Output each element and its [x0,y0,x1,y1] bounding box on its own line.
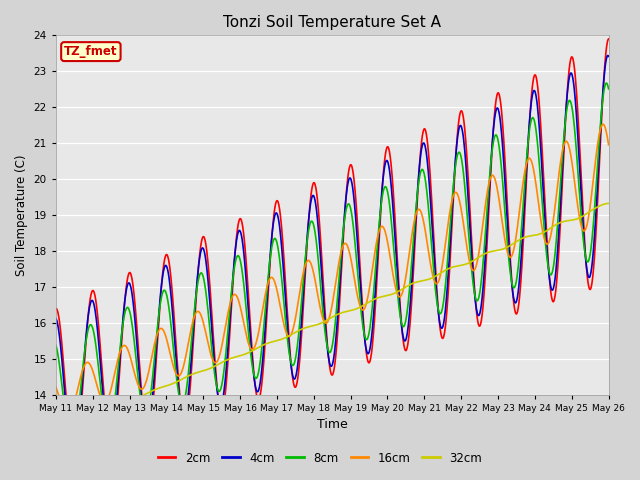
Y-axis label: Soil Temperature (C): Soil Temperature (C) [15,155,28,276]
Title: Tonzi Soil Temperature Set A: Tonzi Soil Temperature Set A [223,15,441,30]
Legend: 2cm, 4cm, 8cm, 16cm, 32cm: 2cm, 4cm, 8cm, 16cm, 32cm [153,447,487,469]
Text: TZ_fmet: TZ_fmet [64,45,118,58]
X-axis label: Time: Time [317,419,348,432]
